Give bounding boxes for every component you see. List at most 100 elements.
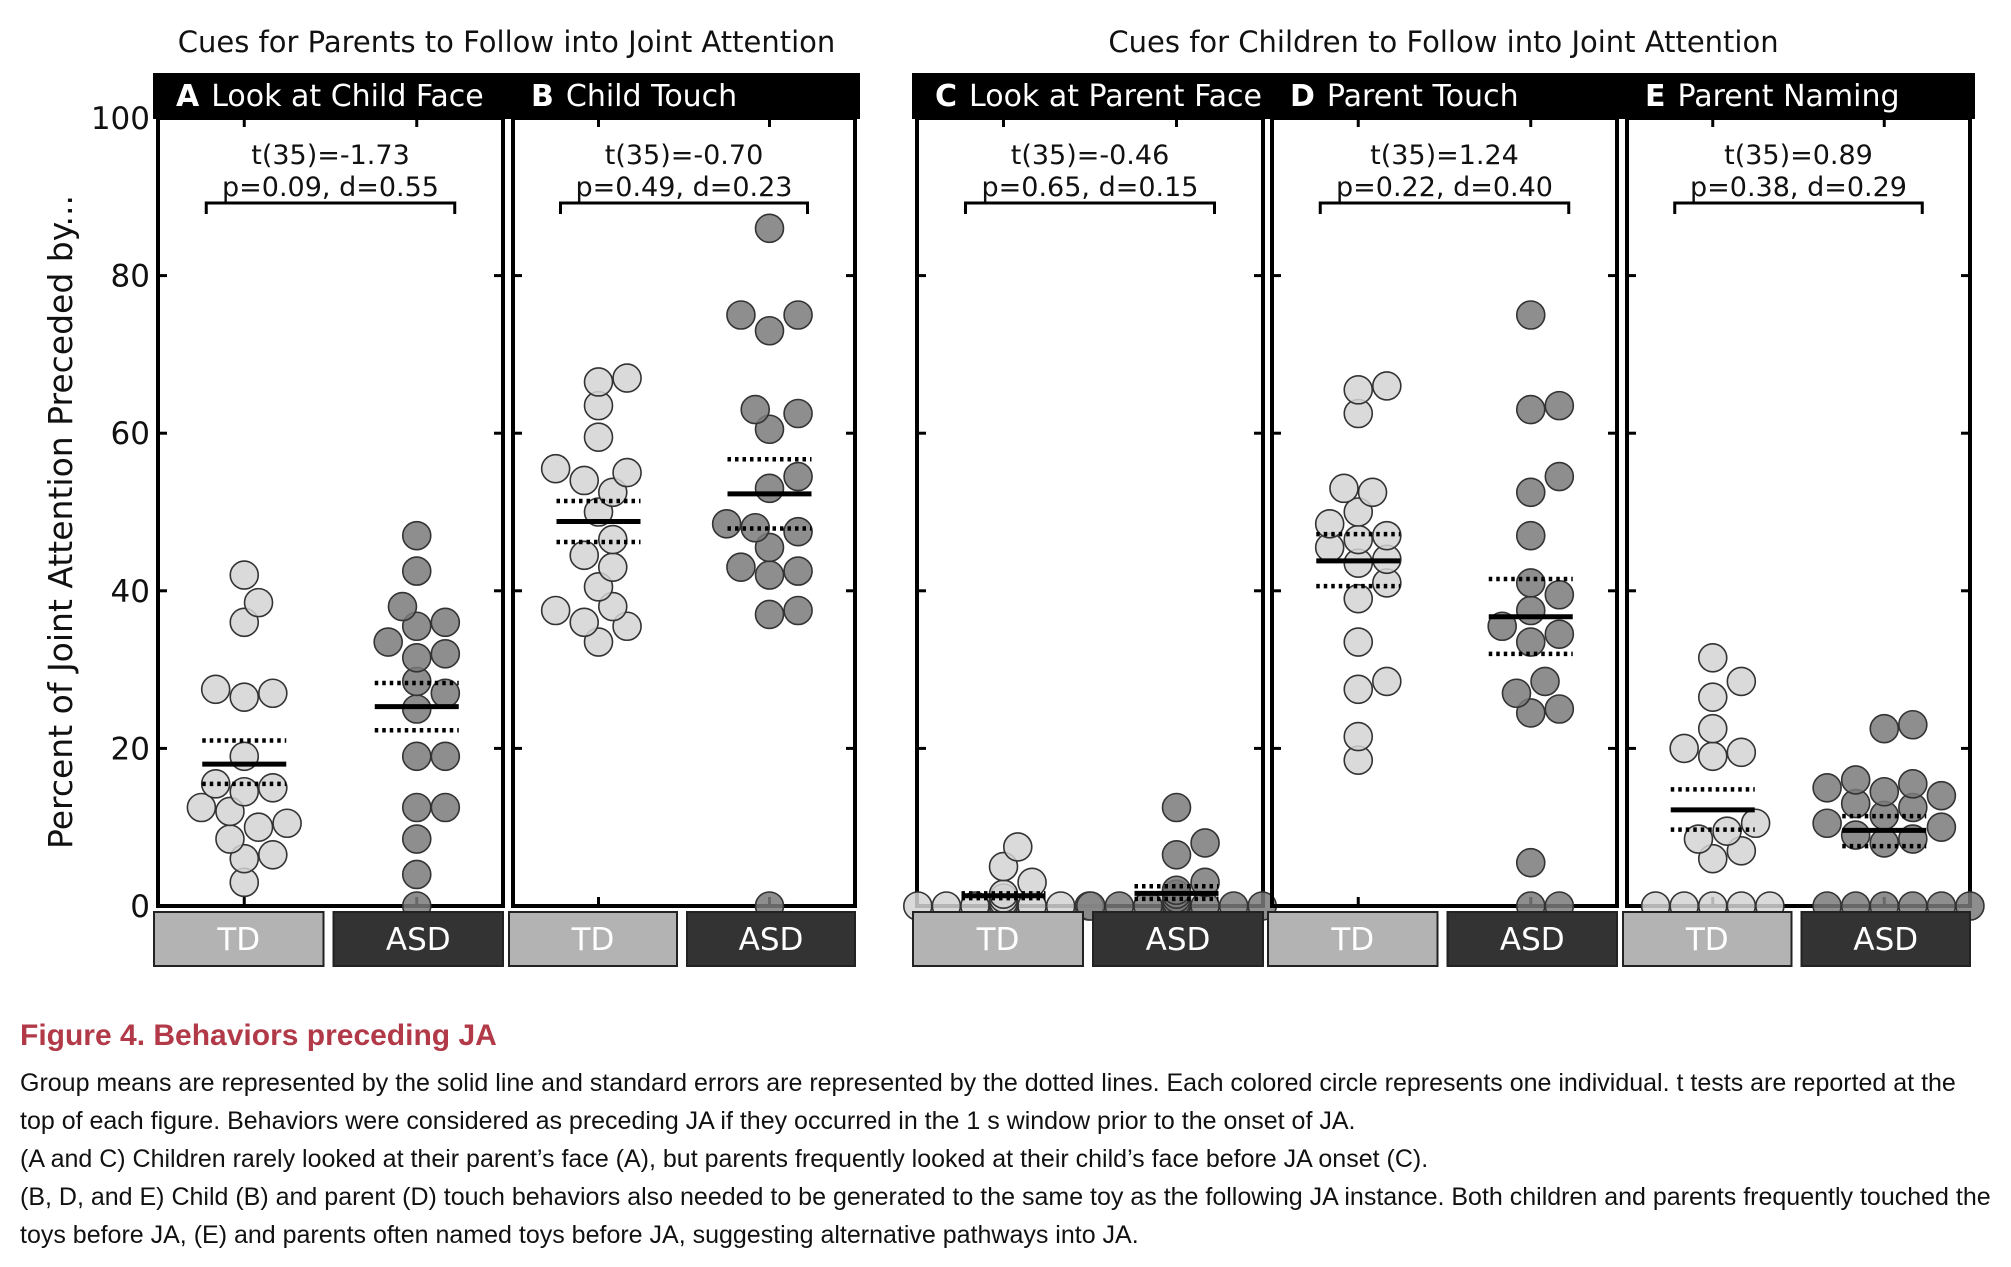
data-point	[1515, 477, 1546, 508]
data-point	[1926, 780, 1957, 811]
panel-name: Child Touch	[566, 79, 737, 114]
data-point	[430, 607, 461, 638]
panel-letter: A	[176, 79, 200, 114]
data-point	[1357, 477, 1388, 508]
data-point	[430, 792, 461, 823]
data-point	[1544, 461, 1575, 492]
data-point	[783, 461, 813, 492]
panel-header	[1267, 73, 1622, 119]
data-point	[387, 591, 418, 622]
data-point	[754, 315, 785, 346]
figure-caption: Figure 4. Behaviors preceding JA Group m…	[20, 1018, 1995, 1254]
caption-paragraph: (B, D, and E) Child (B) and parent (D) t…	[20, 1183, 1991, 1249]
asd-label-box	[1800, 911, 1971, 967]
data-point	[754, 473, 785, 504]
data-point	[711, 509, 742, 539]
data-point	[1515, 847, 1546, 878]
data-point	[783, 300, 813, 330]
data-point	[740, 512, 771, 543]
panel-letter: C	[935, 79, 957, 114]
data-point	[1161, 839, 1192, 870]
caption-paragraph: Group means are represented by the solid…	[20, 1069, 1956, 1135]
data-point	[401, 520, 432, 551]
figure-4-chart: Cues for Parents to Follow into Joint At…	[41, 25, 1985, 967]
data-point	[401, 741, 432, 772]
data-point	[783, 595, 813, 626]
data-point	[200, 674, 231, 705]
data-point	[1343, 627, 1374, 657]
asd-label: ASD	[386, 922, 451, 958]
data-point	[1161, 792, 1192, 823]
td-label: TD	[976, 922, 1020, 958]
stat-p-d: p=0.49, d=0.23	[576, 172, 793, 203]
data-point	[583, 367, 614, 397]
data-point	[612, 457, 642, 488]
panel-frame	[511, 116, 857, 908]
panel-d: D Parent Touch t(35)=1.24p=0.22, d=0.40 TD A…	[1267, 73, 1622, 967]
panel-header	[508, 73, 860, 119]
panel-c: C Look at Parent Face t(35)=-0.46p=0.65, d…	[902, 73, 1278, 967]
panel-title: C Look at Parent Face	[935, 79, 1262, 114]
data-point	[569, 540, 600, 571]
data-point	[1515, 627, 1546, 657]
data-point	[1372, 371, 1402, 401]
data-point	[1869, 776, 1900, 807]
y-tick-label: 100	[91, 101, 150, 137]
y-tick-label: 60	[111, 416, 150, 452]
asd-label-box	[1092, 911, 1264, 967]
data-point	[783, 556, 813, 586]
data-point	[200, 769, 231, 799]
data-point	[612, 363, 642, 393]
significance-bracket	[559, 201, 809, 214]
data-point	[243, 587, 274, 618]
data-point	[1343, 674, 1374, 705]
data-point	[258, 839, 288, 870]
data-point	[401, 824, 432, 854]
panel-name: Look at Child Face	[211, 79, 484, 114]
data-point	[1515, 394, 1546, 425]
panel-header	[912, 73, 1268, 119]
data-point	[1812, 772, 1842, 803]
data-point	[1544, 579, 1575, 610]
data-point	[1926, 812, 1957, 843]
data-point	[754, 213, 785, 244]
data-point	[1812, 808, 1842, 839]
panel-letter: B	[531, 79, 554, 114]
data-point	[1343, 375, 1374, 405]
data-point	[726, 300, 756, 330]
data-point	[726, 552, 756, 582]
y-axis-label: Percent of Joint Attention Preceded by..…	[41, 195, 80, 849]
data-point	[569, 607, 600, 638]
data-point	[783, 398, 813, 429]
data-point	[540, 453, 571, 484]
data-point	[1343, 524, 1374, 555]
asd-label: ASD	[1146, 922, 1211, 958]
panel-frame	[1625, 116, 1972, 908]
data-point	[229, 776, 260, 807]
panel-name: Parent Naming	[1678, 79, 1900, 114]
stat-t: t(35)=-0.46	[1011, 140, 1170, 171]
data-point	[1190, 867, 1220, 898]
data-point	[1840, 765, 1871, 795]
td-label-box	[153, 911, 325, 967]
caption-title: Figure 4. Behaviors preceding JA	[20, 1019, 497, 1052]
significance-bracket	[1673, 201, 1924, 214]
data-point	[1501, 678, 1532, 709]
data-point	[1697, 642, 1728, 673]
data-point	[1314, 509, 1345, 539]
data-point	[229, 682, 260, 712]
panel-header	[153, 73, 508, 119]
data-point	[1190, 828, 1220, 858]
data-point	[583, 422, 614, 452]
panel-header	[1622, 73, 1975, 119]
stat-t: t(35)=-1.73	[251, 140, 410, 171]
data-point	[1530, 666, 1560, 697]
td-label-box	[508, 911, 678, 967]
td-label-box	[912, 911, 1084, 967]
panel-e: E Parent Naming t(35)=0.89p=0.38, d=0.29 TD…	[1622, 73, 1985, 967]
data-point	[186, 792, 217, 823]
data-point	[569, 465, 600, 496]
significance-bracket	[204, 201, 457, 214]
stat-p-d: p=0.22, d=0.40	[1336, 172, 1553, 203]
data-point	[1544, 390, 1575, 421]
